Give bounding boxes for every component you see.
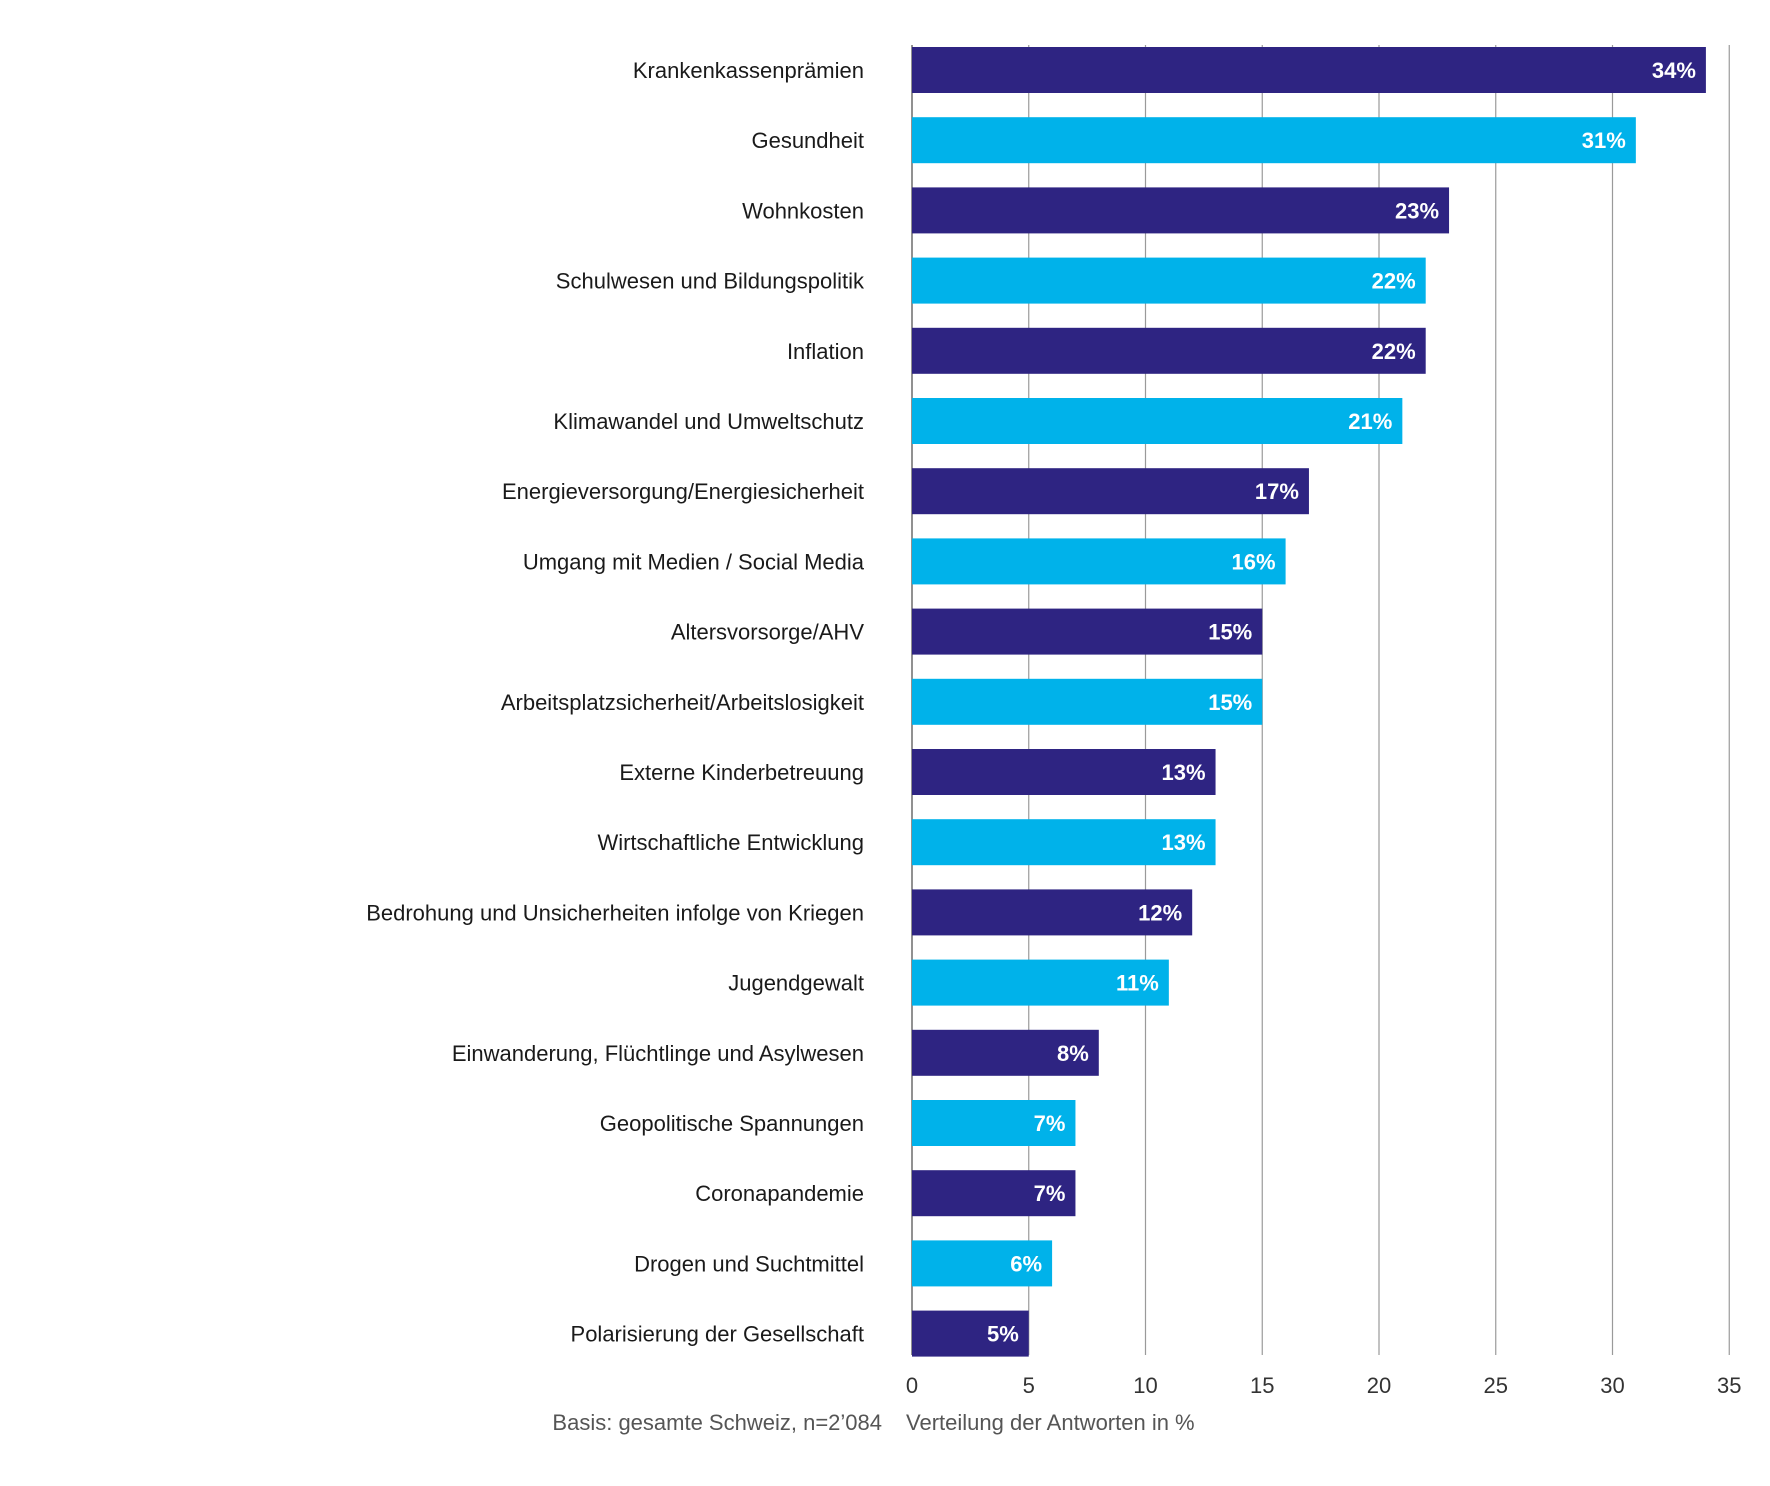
data-label: 13% (1162, 830, 1206, 855)
category-label: Umgang mit Medien / Social Media (523, 549, 865, 574)
data-label: 7% (1034, 1181, 1066, 1206)
bar (912, 678, 1263, 725)
bar (912, 398, 1403, 444)
data-label: 7% (1034, 1111, 1066, 1136)
bar (912, 1310, 1029, 1357)
tick-label: 15 (1250, 1373, 1274, 1398)
category-label: Arbeitsplatzsicherheit/Arbeitslosigkeit (501, 690, 864, 715)
category-label: Einwanderung, Flüchtlinge und Asylwesen (452, 1041, 864, 1066)
bar (912, 468, 1309, 515)
category-label: Gesundheit (751, 128, 864, 153)
bar (912, 187, 1450, 234)
bar (912, 819, 1216, 866)
data-label: 16% (1232, 549, 1276, 574)
data-label: 31% (1582, 128, 1626, 153)
category-label: Altersvorsorge/AHV (671, 620, 865, 645)
bar (912, 538, 1286, 585)
bar (912, 959, 1169, 1006)
bar (912, 608, 1263, 655)
data-label: 11% (1116, 971, 1159, 996)
bar (912, 327, 1426, 374)
data-label: 22% (1372, 339, 1416, 364)
category-label: Geopolitische Spannungen (600, 1111, 864, 1136)
data-label: 21% (1348, 409, 1392, 434)
tick-label: 5 (1023, 1373, 1035, 1398)
category-label: Schulwesen und Bildungspolitik (556, 269, 865, 294)
data-label: 6% (1010, 1251, 1042, 1276)
category-label: Inflation (787, 339, 864, 364)
category-label: Jugendgewalt (728, 971, 864, 996)
data-label: 23% (1395, 198, 1439, 223)
category-label: Krankenkassenprämien (633, 58, 864, 83)
category-label: Bedrohung und Unsicherheiten infolge von… (366, 900, 864, 925)
tick-label: 35 (1717, 1373, 1741, 1398)
data-label: 34% (1652, 58, 1696, 83)
footnote: Basis: gesamte Schweiz, n=2’084 (552, 1410, 882, 1435)
tick-label: 30 (1600, 1373, 1624, 1398)
tick-label: 20 (1367, 1373, 1391, 1398)
bar (912, 117, 1636, 164)
bar (912, 749, 1216, 795)
data-label: 5% (987, 1322, 1019, 1347)
bar (912, 1100, 1076, 1146)
category-label: Wirtschaftliche Entwicklung (597, 830, 864, 855)
bar (912, 257, 1426, 304)
bar (912, 1240, 1053, 1287)
category-label: Klimawandel und Umweltschutz (553, 409, 864, 434)
tick-label: 0 (906, 1373, 918, 1398)
category-label: Wohnkosten (742, 198, 864, 223)
bar (912, 47, 1706, 93)
tick-label: 10 (1133, 1373, 1157, 1398)
data-label: 22% (1372, 269, 1416, 294)
x-axis-label: Verteilung der Antworten in % (906, 1410, 1195, 1435)
tick-label: 25 (1484, 1373, 1508, 1398)
data-label: 8% (1057, 1041, 1089, 1066)
data-label: 13% (1162, 760, 1206, 785)
data-label: 15% (1208, 690, 1252, 715)
category-label: Externe Kinderbetreuung (619, 760, 864, 785)
data-label: 15% (1208, 620, 1252, 645)
data-label: 12% (1138, 900, 1182, 925)
bar (912, 1029, 1099, 1076)
category-label: Coronapandemie (695, 1181, 864, 1206)
category-label: Energieversorgung/Energiesicherheit (502, 479, 864, 504)
category-label: Drogen und Suchtmittel (634, 1251, 864, 1276)
bar (912, 889, 1193, 936)
data-label: 17% (1255, 479, 1299, 504)
category-label: Polarisierung der Gesellschaft (571, 1322, 864, 1347)
bar (912, 1170, 1076, 1217)
